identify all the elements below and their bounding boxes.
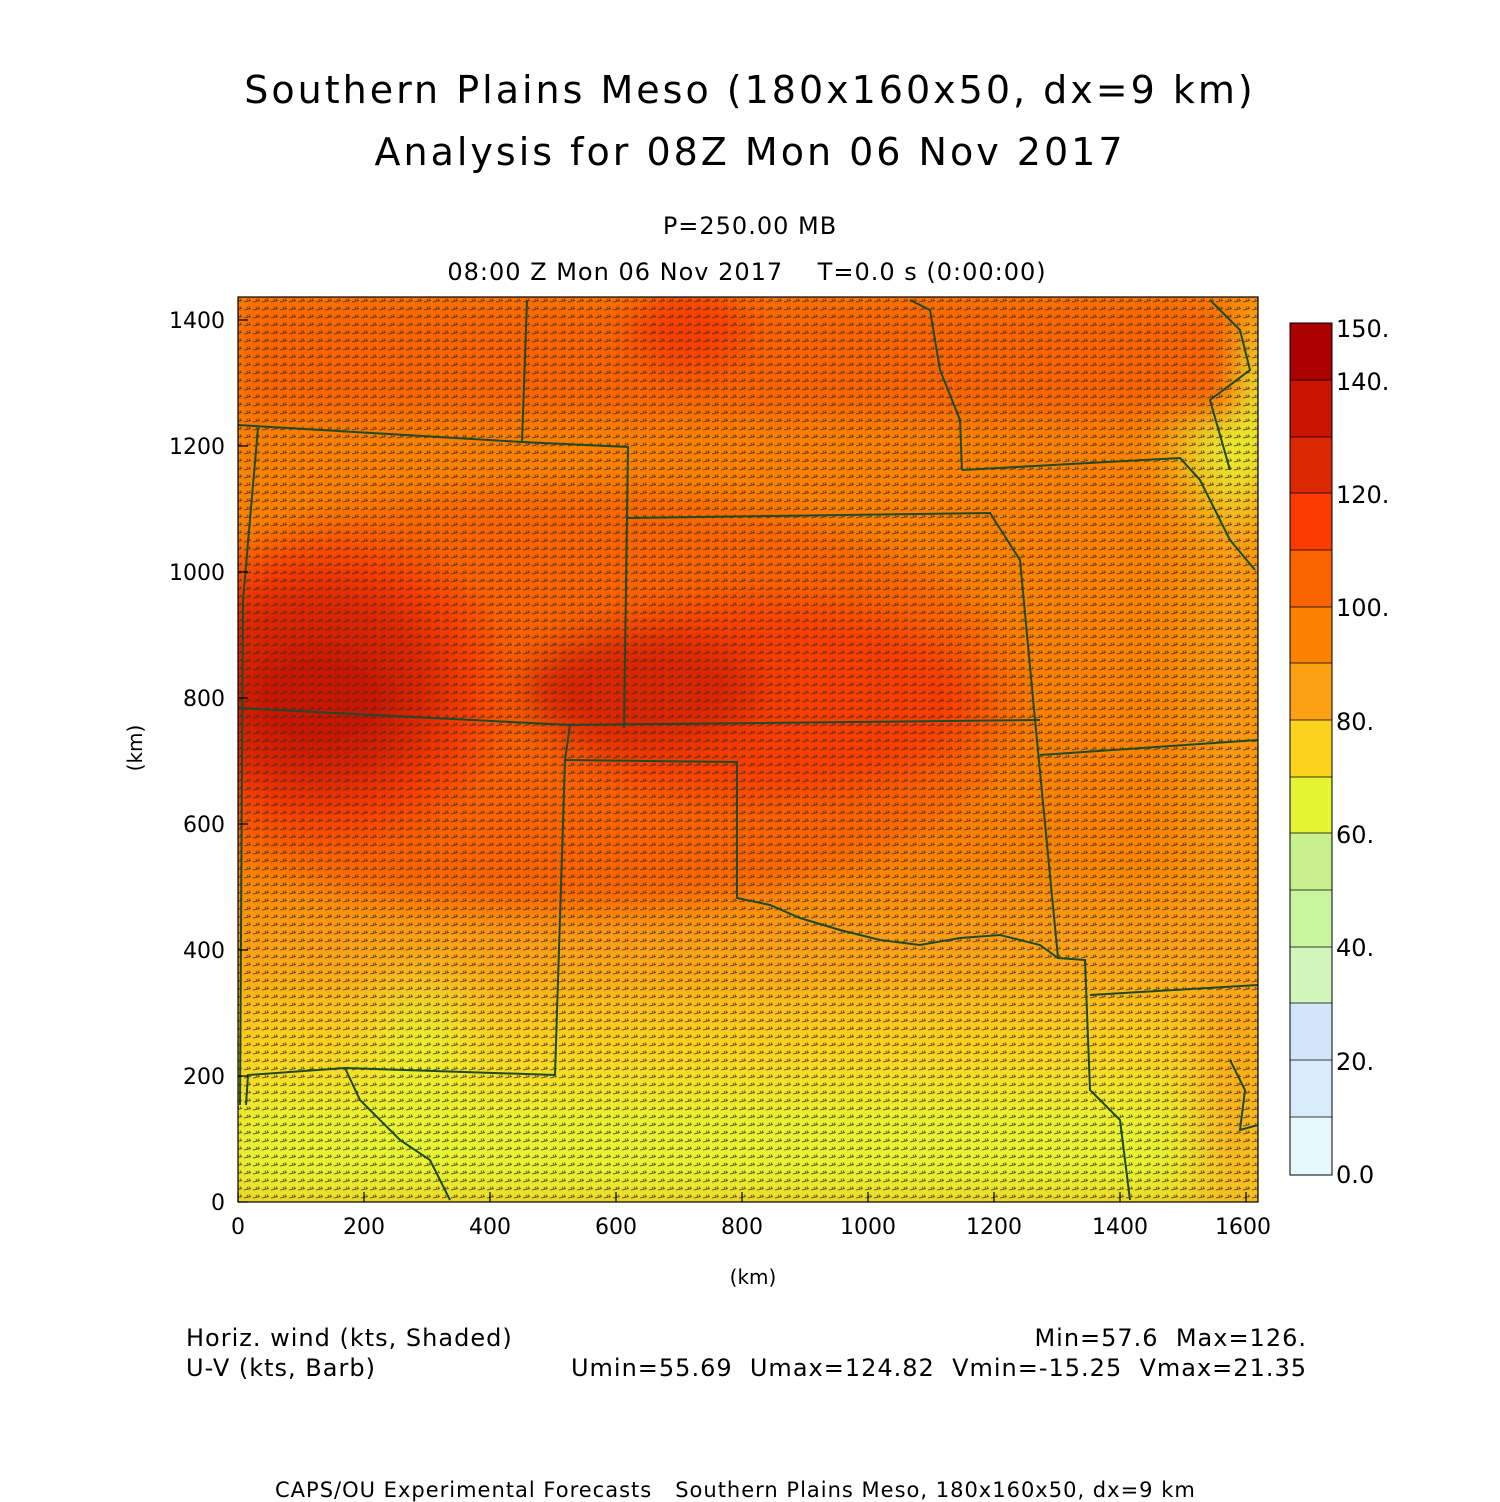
colorbar-label: 40. (1336, 934, 1374, 962)
y-tick-label: 800 (183, 687, 225, 712)
min-max-label: Min=57.6 Max=126. (1034, 1324, 1307, 1352)
y-tick-label: 1400 (169, 309, 225, 334)
x-tick-labels: 0 200 400 600 800 1000 1200 1400 1600 (231, 1215, 1271, 1240)
colorbar-label: 120. (1336, 481, 1389, 509)
legend-barb-field: U-V (kts, Barb) (186, 1354, 376, 1382)
x-tick-label: 1200 (966, 1215, 1022, 1240)
y-tick-labels: 0 200 400 600 800 1000 1200 1400 (169, 309, 225, 1216)
y-tick-label: 200 (183, 1065, 225, 1090)
y-tick-label: 1200 (169, 435, 225, 460)
axis-ticks (237, 319, 1247, 1203)
colorbar: 150. 140. 120. 100. 80. 60. 40. 20. 0.0 (1289, 315, 1389, 1189)
colorbar-label: 60. (1336, 821, 1374, 849)
colorbar-label: 0.0 (1336, 1161, 1374, 1189)
legend-shaded-field: Horiz. wind (kts, Shaded) (186, 1324, 513, 1352)
colorbar-labels: 150. 140. 120. 100. 80. 60. 40. 20. 0.0 (1336, 315, 1389, 1189)
valid-time-label: 08:00 Z Mon 06 Nov 2017 T=0.0 s (0:00:00… (447, 258, 1047, 286)
y-tick-label: 400 (183, 939, 225, 964)
x-tick-label: 1400 (1092, 1215, 1148, 1240)
footer-credits: CAPS/OU Experimental Forecasts Southern … (275, 1478, 1196, 1502)
x-tick-label: 200 (343, 1215, 385, 1240)
x-axis-title: (km) (730, 1265, 777, 1289)
x-tick-label: 1600 (1215, 1215, 1271, 1240)
map-title-line-2: Analysis for 08Z Mon 06 Nov 2017 (374, 130, 1126, 174)
colorbar-label: 80. (1336, 708, 1374, 736)
wind-speed-shading (238, 297, 1258, 1202)
map-title-line-1: Southern Plains Meso (180x160x50, dx=9 k… (244, 68, 1256, 112)
colorbar-label: 140. (1336, 368, 1389, 396)
x-tick-label: 1000 (840, 1215, 896, 1240)
y-tick-label: 600 (183, 813, 225, 838)
colorbar-label: 20. (1336, 1048, 1374, 1076)
plot-frame (237, 296, 1259, 1203)
x-tick-label: 0 (231, 1215, 245, 1240)
uv-min-max-label: Umin=55.69 Umax=124.82 Vmin=-15.25 Vmax=… (570, 1354, 1307, 1382)
x-tick-label: 400 (469, 1215, 511, 1240)
y-axis-title: (km) (123, 725, 147, 772)
x-tick-label: 800 (721, 1215, 763, 1240)
colorbar-label: 100. (1336, 594, 1389, 622)
y-tick-label: 1000 (169, 561, 225, 586)
state-boundaries (238, 299, 1258, 1201)
x-tick-label: 600 (595, 1215, 637, 1240)
colorbar-label: 150. (1336, 315, 1389, 343)
y-tick-label: 0 (211, 1191, 225, 1216)
pressure-level-label: P=250.00 MB (662, 212, 838, 240)
